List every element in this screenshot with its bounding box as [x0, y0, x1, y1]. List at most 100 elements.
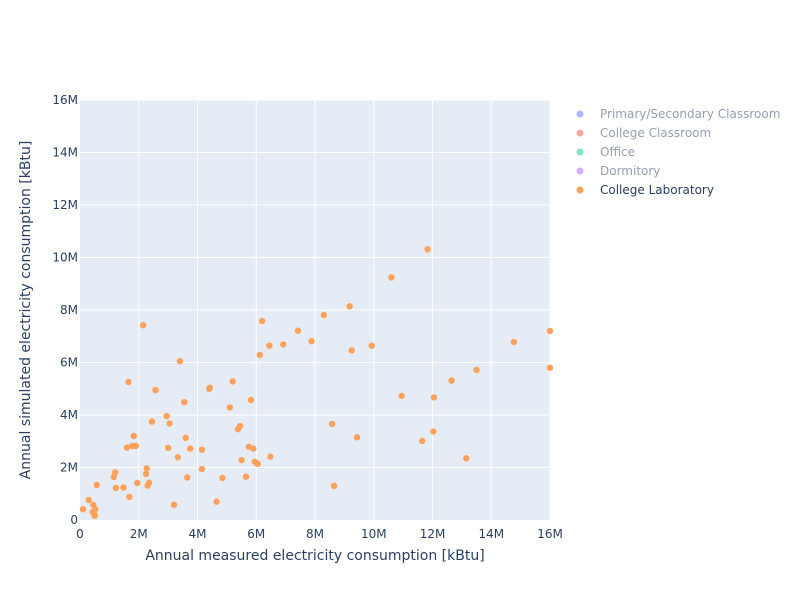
data-point[interactable]	[112, 484, 120, 492]
data-point[interactable]	[258, 317, 266, 325]
data-point[interactable]	[170, 501, 178, 508]
data-point[interactable]	[120, 484, 127, 491]
data-point[interactable]	[448, 377, 455, 384]
legend-marker	[576, 167, 584, 175]
y-tick-label: 4M	[60, 408, 78, 422]
data-point[interactable]	[164, 444, 172, 452]
data-point[interactable]	[79, 506, 87, 513]
data-point[interactable]	[198, 446, 206, 453]
legend-label: Primary/Secondary Classroom	[600, 107, 780, 121]
legend-marker	[576, 186, 584, 194]
x-tick-label: 16M	[537, 527, 563, 541]
data-point[interactable]	[130, 432, 137, 440]
data-point[interactable]	[280, 341, 287, 348]
data-point[interactable]	[346, 303, 353, 310]
data-point[interactable]	[139, 322, 147, 329]
x-tick-label: 12M	[420, 527, 446, 541]
x-tick-label: 0	[76, 527, 84, 541]
x-tick-label: 10M	[361, 527, 387, 541]
data-point[interactable]	[398, 392, 405, 400]
data-point[interactable]	[184, 474, 191, 481]
data-point[interactable]	[142, 470, 150, 477]
data-point[interactable]	[320, 311, 328, 319]
data-point[interactable]	[145, 479, 153, 486]
legend-item[interactable]: Primary/Secondary Classroom	[576, 107, 781, 121]
data-point[interactable]	[419, 437, 426, 445]
data-point[interactable]	[163, 412, 170, 420]
data-point[interactable]	[463, 455, 470, 462]
legend-item[interactable]: College Classroom	[576, 126, 712, 140]
legend-label: Dormitory	[600, 164, 660, 178]
data-point[interactable]	[510, 338, 518, 346]
y-tick-label: 16M	[52, 93, 78, 107]
legend-marker	[576, 110, 584, 118]
data-point[interactable]	[213, 498, 220, 505]
x-tick-label: 6M	[247, 527, 265, 541]
data-point[interactable]	[166, 420, 173, 427]
data-point[interactable]	[266, 342, 273, 349]
x-tick-label: 14M	[478, 527, 504, 541]
x-tick-label: 2M	[130, 527, 148, 541]
data-point[interactable]	[176, 357, 184, 365]
data-point[interactable]	[348, 347, 355, 354]
legend-label: College Classroom	[600, 126, 711, 140]
data-point[interactable]	[92, 506, 99, 513]
data-point[interactable]	[174, 454, 182, 461]
data-point[interactable]	[546, 364, 554, 371]
legend-item[interactable]: Office	[576, 145, 636, 159]
data-point[interactable]	[424, 246, 431, 253]
data-point[interactable]	[267, 453, 274, 460]
data-point[interactable]	[132, 442, 140, 450]
data-point[interactable]	[152, 386, 159, 394]
data-point[interactable]	[123, 444, 131, 451]
data-point[interactable]	[242, 473, 250, 480]
data-point[interactable]	[388, 274, 395, 281]
legend-marker	[576, 129, 584, 137]
y-axis-ticks: 0 2M 4M 6M 8M 10M 12M 14M 16M	[52, 93, 78, 527]
data-point[interactable]	[198, 465, 206, 473]
data-point[interactable]	[206, 384, 214, 391]
legend-label: College Laboratory	[600, 183, 714, 197]
data-point[interactable]	[247, 396, 255, 404]
legend-item[interactable]: College Laboratory	[576, 183, 714, 197]
data-point[interactable]	[126, 493, 133, 501]
y-tick-label: 8M	[60, 303, 78, 317]
x-tick-label: 8M	[306, 527, 324, 541]
data-point[interactable]	[182, 434, 189, 442]
y-tick-label: 6M	[60, 356, 78, 370]
data-point[interactable]	[125, 378, 132, 386]
data-point[interactable]	[308, 338, 315, 345]
data-point[interactable]	[353, 434, 361, 441]
data-point[interactable]	[238, 456, 245, 464]
data-point[interactable]	[226, 404, 234, 411]
data-point[interactable]	[219, 474, 226, 482]
data-point[interactable]	[330, 482, 338, 490]
data-point[interactable]	[368, 342, 375, 349]
legend-marker	[576, 148, 584, 156]
data-point[interactable]	[236, 422, 244, 430]
data-point[interactable]	[328, 420, 336, 428]
data-point[interactable]	[250, 445, 257, 452]
data-point[interactable]	[186, 445, 194, 452]
data-point[interactable]	[91, 512, 98, 519]
x-axis-title: Annual measured electricity consumption …	[145, 548, 484, 564]
data-point[interactable]	[181, 398, 188, 406]
data-point[interactable]	[143, 465, 150, 472]
data-point[interactable]	[256, 351, 263, 359]
data-point[interactable]	[85, 496, 93, 504]
data-point[interactable]	[546, 327, 554, 335]
data-point[interactable]	[430, 394, 438, 401]
legend-item[interactable]: Dormitory	[576, 164, 661, 178]
data-point[interactable]	[473, 366, 480, 374]
data-point[interactable]	[134, 479, 141, 487]
data-point[interactable]	[294, 327, 302, 334]
data-point[interactable]	[430, 428, 437, 435]
y-tick-label: 0	[70, 513, 78, 527]
data-point[interactable]	[254, 460, 261, 468]
legend: Primary/Secondary Classroom College Class…	[576, 107, 781, 197]
data-point[interactable]	[229, 378, 236, 385]
data-point[interactable]	[148, 418, 156, 425]
grid-lines	[80, 99, 551, 520]
data-point[interactable]	[112, 469, 119, 476]
data-point[interactable]	[93, 481, 100, 489]
